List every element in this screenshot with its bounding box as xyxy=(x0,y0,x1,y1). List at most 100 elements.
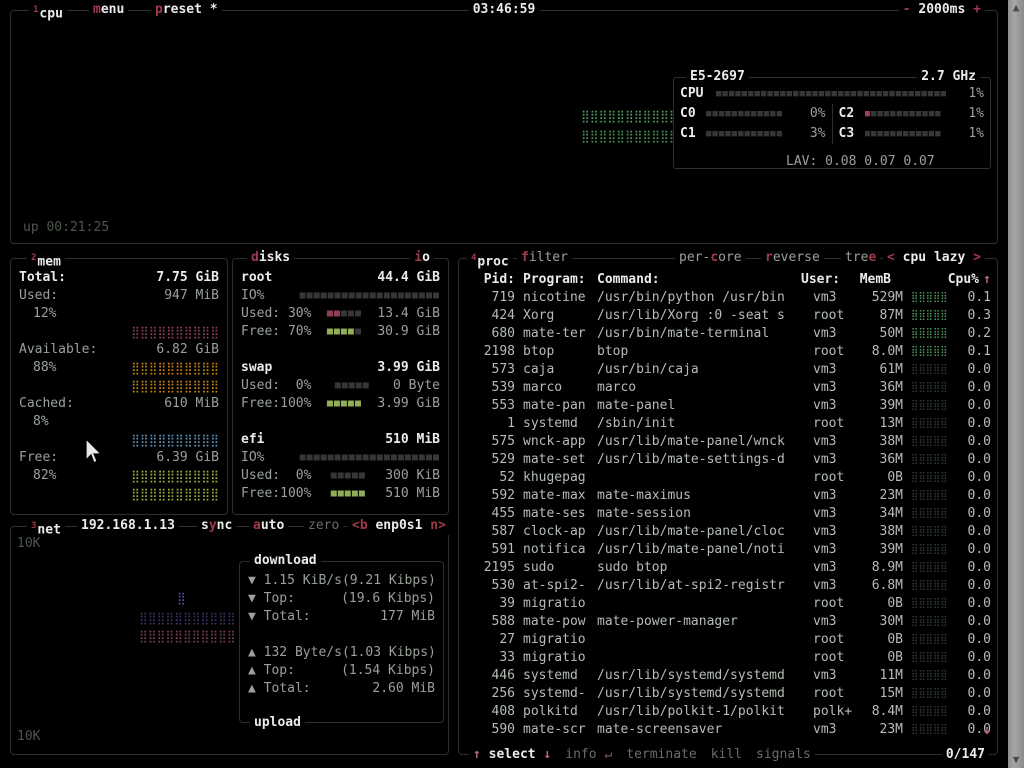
scroll-up-indicator[interactable]: ↑ xyxy=(983,272,991,287)
sort-next-button[interactable]: > xyxy=(973,250,981,265)
process-cpu-pct: 0.0 xyxy=(967,596,991,611)
process-row[interactable]: 575 wnck-app /usr/lib/mate-panel/wnck vm… xyxy=(459,433,997,451)
process-row[interactable]: 591 notifica /usr/lib/mate-panel/noti vm… xyxy=(459,541,997,559)
process-cpu-graph: ⣿⣿⣿⣿⣿ xyxy=(911,634,948,645)
process-cpu-graph: ⣿⣿⣿⣿⣿ xyxy=(911,310,948,321)
process-row[interactable]: 553 mate-pan mate-panel vm3 39M ⣿⣿⣿⣿⣿ 0.… xyxy=(459,397,997,415)
process-row[interactable]: 52 khugepag root 0B ⣿⣿⣿⣿⣿ 0.0 xyxy=(459,469,997,487)
process-row[interactable]: 2198 btop btop root 8.0M ⣿⣿⣿⣿⣿ 0.1 xyxy=(459,343,997,361)
mem-free-graph: ⣿⣿⣿⣿⣿⣿⣿⣿⣿⣿ xyxy=(131,469,219,483)
auto-button[interactable]: auto xyxy=(249,517,289,535)
cpu-model: E5-2697 xyxy=(686,68,749,86)
interface-next-button[interactable]: n> xyxy=(430,518,446,533)
process-user: vm3 xyxy=(813,290,837,305)
process-row[interactable]: 27 migratio root 0B ⣿⣿⣿⣿⣿ 0.0 xyxy=(459,631,997,649)
process-pid: 588 xyxy=(491,614,515,629)
scrollbar-up-arrow[interactable]: ▲ xyxy=(1012,1,1020,14)
scrollbar-down-arrow[interactable]: ▼ xyxy=(1012,753,1020,766)
reverse-button[interactable]: reverse xyxy=(761,249,824,267)
process-program: khugepag xyxy=(523,470,586,485)
process-row[interactable]: 424 Xorg /usr/lib/Xorg :0 -seat s root 8… xyxy=(459,307,997,325)
cpu-box-title[interactable]: 1cpu xyxy=(29,1,67,24)
process-cpu-graph: ⣿⣿⣿⣿⣿ xyxy=(911,652,948,663)
process-row[interactable]: 590 mate-scr mate-screensaver vm3 23M ⣿⣿… xyxy=(459,721,997,739)
process-row[interactable]: 39 migratio root 0B ⣿⣿⣿⣿⣿ 0.0 xyxy=(459,595,997,613)
process-row[interactable]: 446 systemd /usr/lib/systemd/systemd vm3… xyxy=(459,667,997,685)
kill-button[interactable]: kill xyxy=(710,747,743,762)
process-row[interactable]: 256 systemd- /usr/lib/systemd/systemd ro… xyxy=(459,685,997,703)
mem-available-row: Available: 6.82 GiB xyxy=(19,342,219,357)
process-command: /usr/lib/mate-panel/cloc xyxy=(597,524,785,539)
io-mode-button[interactable]: io xyxy=(410,249,434,267)
process-cpu-pct: 0.3 xyxy=(967,308,991,323)
net-graph-peak: ⣿ xyxy=(177,591,186,605)
sync-button[interactable]: sync xyxy=(197,517,237,535)
process-command: marco xyxy=(597,380,637,395)
process-row[interactable]: 680 mate-ter /usr/bin/mate-terminal vm3 … xyxy=(459,325,997,343)
info-button[interactable]: info ↵ xyxy=(565,747,613,762)
process-row[interactable]: 592 mate-max mate-maximus vm3 23M ⣿⣿⣿⣿⣿ … xyxy=(459,487,997,505)
process-command: mate-screensaver xyxy=(597,722,723,737)
preset-button[interactable]: preset * xyxy=(151,1,222,19)
process-command: /usr/bin/python /usr/bin xyxy=(597,290,785,305)
filter-button[interactable]: filter xyxy=(517,249,572,267)
process-pid: 256 xyxy=(491,686,515,701)
process-row[interactable]: 1 systemd /sbin/init root 13M ⣿⣿⣿⣿⣿ 0.0 xyxy=(459,415,997,433)
process-row[interactable]: 2195 sudo sudo btop vm3 8.9M ⣿⣿⣿⣿⣿ 0.0 xyxy=(459,559,997,577)
mem-used-pct: 12% xyxy=(33,306,57,321)
signals-button[interactable]: signals xyxy=(756,747,811,762)
process-user: vm3 xyxy=(813,398,837,413)
process-user: vm3 xyxy=(813,380,837,395)
process-row[interactable]: 529 mate-set /usr/lib/mate-settings-d vm… xyxy=(459,451,997,469)
process-row[interactable]: 539 marco marco vm3 36M ⣿⣿⣿⣿⣿ 0.0 xyxy=(459,379,997,397)
process-mem: 39M xyxy=(879,542,903,557)
process-row[interactable]: 455 mate-ses mate-session vm3 34M ⣿⣿⣿⣿⣿ … xyxy=(459,505,997,523)
menu-button[interactable]: menu xyxy=(89,1,129,19)
process-row[interactable]: 573 caja /usr/bin/caja vm3 61M ⣿⣿⣿⣿⣿ 0.0 xyxy=(459,361,997,379)
process-user: root xyxy=(813,650,845,665)
proc-footer: ↑ select ↓ info ↵ terminate kill signals xyxy=(469,746,815,764)
process-user: polk+ xyxy=(813,704,853,719)
interval-decrease-button[interactable]: - xyxy=(902,2,911,17)
interface-prev-button[interactable]: <b xyxy=(352,518,368,533)
proc-box-title[interactable]: 4proc xyxy=(467,249,513,272)
process-row[interactable]: 587 clock-ap /usr/lib/mate-panel/cloc vm… xyxy=(459,523,997,541)
process-command: /usr/lib/Xorg :0 -seat s xyxy=(597,308,785,323)
terminate-button[interactable]: terminate xyxy=(626,747,697,762)
process-row[interactable]: 719 nicotine /usr/bin/python /usr/bin vm… xyxy=(459,289,997,307)
process-user: vm3 xyxy=(813,434,837,449)
load-average: LAV: 0.08 0.07 0.07 xyxy=(786,154,935,169)
process-row[interactable]: 33 migratio root 0B ⣿⣿⣿⣿⣿ 0.0 xyxy=(459,649,997,667)
zero-button[interactable]: zero xyxy=(304,517,344,535)
process-command: mate-panel xyxy=(597,398,676,413)
enter-icon: ↵ xyxy=(604,747,613,762)
net-box-title[interactable]: 3net xyxy=(27,517,65,540)
per-core-button[interactable]: per-core xyxy=(675,249,746,267)
process-cpu-graph: ⣿⣿⣿⣿⣿ xyxy=(911,436,948,447)
net-ip-address: 192.168.1.13 xyxy=(77,517,179,535)
process-mem: 38M xyxy=(879,524,903,539)
process-cpu-graph: ⣿⣿⣿⣿⣿ xyxy=(911,580,948,591)
terminal-scrollbar[interactable]: ▲ ▼ xyxy=(1008,0,1024,768)
process-row[interactable]: 530 at-spi2- /usr/lib/at-spi2-registr vm… xyxy=(459,577,997,595)
process-program: caja xyxy=(523,362,555,377)
tree-button[interactable]: tree xyxy=(841,249,881,267)
process-pid: 539 xyxy=(491,380,515,395)
process-program: clock-ap xyxy=(523,524,586,539)
interval-increase-button[interactable]: + xyxy=(973,2,981,17)
select-control[interactable]: ↑ select ↓ xyxy=(473,747,552,762)
process-mem: 11M xyxy=(879,668,903,683)
mem-box-title[interactable]: 2mem xyxy=(27,249,65,272)
process-program: notifica xyxy=(523,542,586,557)
process-row[interactable]: 408 polkitd /usr/lib/polkit-1/polkit pol… xyxy=(459,703,997,721)
upload-title: upload xyxy=(250,714,305,732)
sort-prev-button[interactable]: < xyxy=(887,250,895,265)
disks-box-title[interactable]: disks xyxy=(247,249,295,267)
process-program: btop xyxy=(523,344,555,359)
process-program: mate-pow xyxy=(523,614,586,629)
process-cpu-pct: 0.0 xyxy=(967,704,991,719)
mem-available-graph: ⣿⣿⣿⣿⣿⣿⣿⣿⣿⣿ xyxy=(131,361,219,375)
scroll-down-indicator[interactable]: ↓ xyxy=(983,723,991,738)
process-cpu-graph: ⣿⣿⣿⣿⣿ xyxy=(911,616,948,627)
process-row[interactable]: 588 mate-pow mate-power-manager vm3 30M … xyxy=(459,613,997,631)
